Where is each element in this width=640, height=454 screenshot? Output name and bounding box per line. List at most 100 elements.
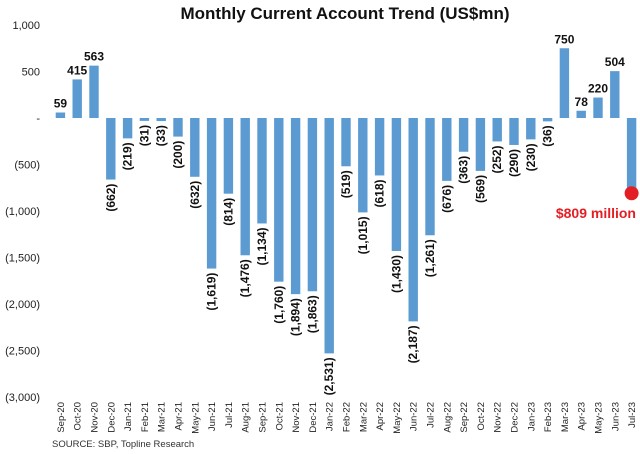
x-tick-label: Jun-23 [610, 402, 621, 431]
x-tick-label: Nov-22 [493, 402, 504, 433]
x-tick-label: Dec-22 [510, 402, 521, 433]
x-tick-label: Sep-21 [258, 402, 269, 433]
data-label: (569) [473, 175, 487, 203]
bar [425, 118, 435, 236]
data-label: (2,531) [322, 357, 336, 395]
y-axis: 1,000 500 - (500) (1,000) (1,500) (2,000) (2,50… [5, 20, 40, 404]
data-label: (1,430) [389, 255, 403, 293]
bar [458, 118, 469, 152]
data-label: (1,015) [356, 216, 370, 254]
bar [626, 118, 637, 194]
data-label: (200) [171, 141, 185, 169]
x-axis: Sep-20 Oct-20 Nov-20 Dec-20 Jan-21 Feb-21 Mar-… [56, 402, 638, 434]
bar [593, 97, 603, 118]
x-tick-label: Dec-21 [308, 402, 319, 433]
x-tick-label: Jul-23 [627, 402, 638, 428]
x-tick-label: Jul-22 [426, 402, 437, 428]
x-tick-label: Oct-22 [476, 402, 487, 431]
x-tick-label: Aug-22 [442, 402, 453, 433]
data-label: 563 [84, 50, 104, 64]
x-tick-label: Feb-23 [543, 402, 554, 432]
x-tick-label: Mar-23 [560, 402, 571, 432]
y-tick-label: - [36, 113, 40, 125]
x-tick-label: May-21 [190, 402, 201, 434]
data-label: (632) [188, 181, 202, 209]
data-label: (662) [104, 184, 118, 212]
x-tick-label: Oct-21 [274, 402, 285, 431]
x-tick-label: Oct-20 [73, 402, 84, 431]
bar [542, 118, 553, 122]
x-tick-label: Sep-22 [459, 402, 470, 433]
y-tick-label: (2,500) [5, 346, 40, 358]
data-label: (36) [541, 125, 555, 146]
y-tick-label: 500 [22, 67, 40, 79]
data-label: (219) [121, 142, 135, 170]
data-label: (31) [137, 125, 151, 146]
y-tick-label: (500) [14, 160, 40, 172]
bar [526, 118, 536, 140]
x-tick-label: Aug-21 [241, 402, 252, 433]
bar [509, 118, 519, 145]
data-label: 504 [605, 55, 625, 69]
data-label: (1,476) [238, 259, 252, 297]
data-label: (363) [457, 156, 471, 184]
data-label: (1,760) [272, 286, 286, 324]
bar [324, 118, 334, 354]
bar [274, 118, 284, 282]
data-label: (1,894) [289, 298, 303, 336]
y-tick-label: (1,500) [5, 253, 40, 265]
y-tick-label: (2,000) [5, 299, 40, 311]
bar [358, 118, 368, 213]
data-label: (290) [507, 149, 521, 177]
x-tick-label: Jan-22 [325, 402, 336, 431]
highlight-label: $809 million [556, 205, 636, 221]
x-tick-label: Feb-21 [140, 402, 151, 432]
bar [559, 48, 570, 118]
x-tick-label: Jul-21 [224, 402, 235, 428]
data-label: (519) [339, 170, 353, 198]
data-label: (230) [524, 143, 538, 171]
bar [290, 118, 301, 295]
data-label: (1,863) [305, 295, 319, 333]
chart-title: Monthly Current Account Trend (US$mn) [181, 4, 510, 23]
source-note: SOURCE: SBP, Topline Research [52, 439, 194, 450]
bar [240, 118, 250, 256]
data-label: (676) [440, 185, 454, 213]
bar-series [55, 48, 637, 354]
x-tick-label: Nov-21 [291, 402, 302, 433]
x-tick-label: Jan-23 [526, 402, 537, 431]
y-tick-label: (1,000) [5, 206, 40, 218]
y-tick-label: 1,000 [12, 20, 40, 32]
data-label: (2,187) [406, 325, 420, 363]
data-label: (33) [154, 125, 168, 146]
bar [408, 118, 418, 322]
bar [442, 118, 452, 181]
bar [307, 118, 318, 292]
bar [156, 118, 166, 122]
x-tick-label: Mar-21 [157, 402, 168, 432]
highlight-annotation: $809 million [556, 186, 639, 221]
data-label: (1,134) [255, 227, 269, 265]
x-tick-label: Dec-20 [106, 402, 117, 433]
y-tick-label: (3,000) [5, 392, 40, 404]
bar [139, 118, 150, 121]
x-tick-label: May-23 [594, 402, 605, 434]
x-tick-label: Jan-21 [123, 402, 134, 431]
bar [106, 118, 116, 180]
highlight-marker [624, 186, 639, 201]
x-tick-label: Feb-22 [342, 402, 353, 432]
data-label: (252) [490, 145, 504, 173]
data-label: 750 [554, 32, 574, 46]
bar [391, 118, 402, 251]
bar [173, 118, 183, 137]
bar [190, 118, 200, 177]
data-label: 415 [67, 63, 87, 77]
x-tick-label: Apr-22 [375, 402, 386, 431]
data-label: (814) [221, 198, 235, 226]
data-label: (1,261) [423, 239, 437, 277]
data-label: (1,619) [205, 273, 219, 311]
bar [206, 118, 217, 269]
data-label: 220 [588, 82, 608, 96]
bar [55, 112, 66, 118]
